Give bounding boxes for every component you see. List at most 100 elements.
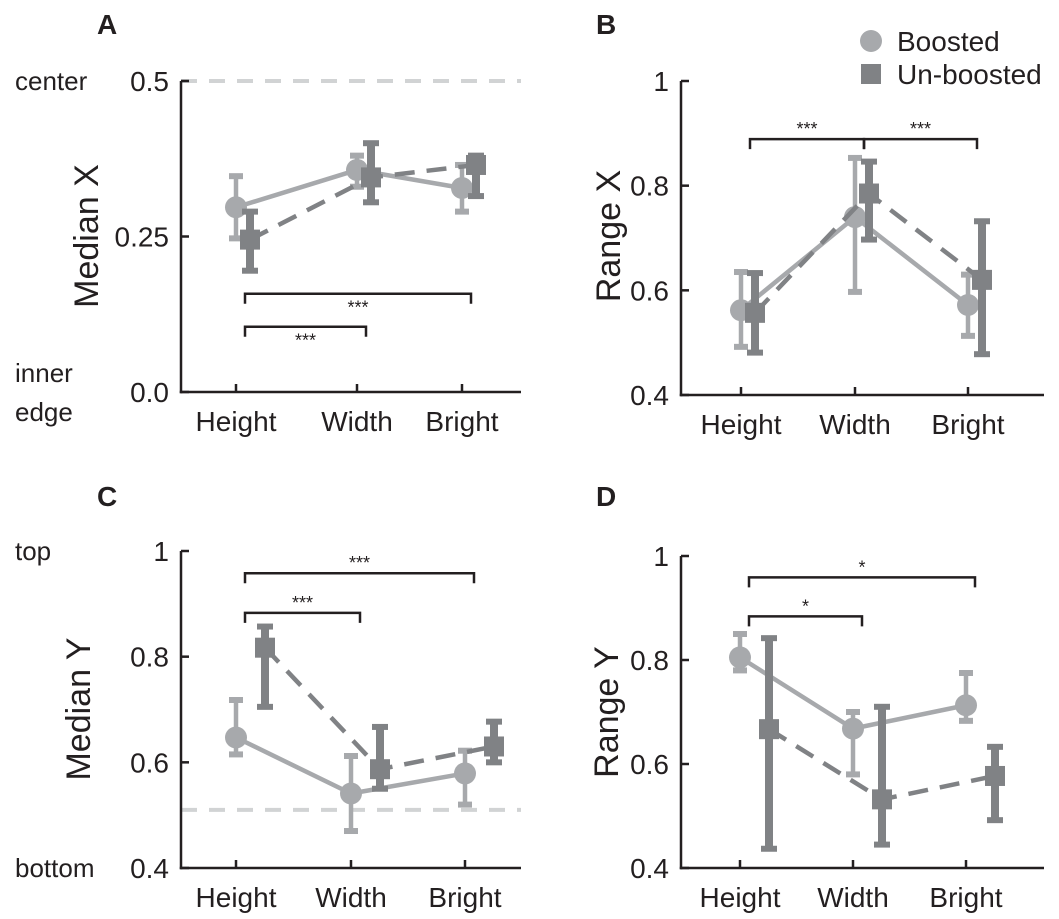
y-tick-label: 0.5	[130, 66, 169, 97]
x-tick-label: Width	[315, 882, 387, 913]
unboosted-point	[872, 789, 892, 810]
unboosted-point	[859, 183, 879, 204]
significance-bracket: ***	[862, 119, 979, 150]
significance-label: *	[802, 596, 809, 616]
bracket-line	[243, 292, 473, 304]
panel-letter: A	[97, 9, 117, 40]
bracket-line	[748, 137, 866, 150]
bracket-line	[862, 137, 979, 150]
x-tick-label: Bright	[428, 882, 501, 913]
unboosted-point	[759, 719, 779, 740]
y-tick-label: 0.8	[630, 645, 669, 676]
significance-label: ***	[295, 331, 316, 351]
bracket-line	[243, 611, 362, 623]
unboosted-point	[466, 154, 486, 175]
y-tick-label: 0.4	[630, 380, 669, 411]
x-tick-label: Width	[819, 409, 891, 440]
x-tick-label: Bright	[425, 406, 498, 437]
panel-letter: B	[596, 9, 616, 40]
significance-label: ***	[292, 593, 313, 613]
side-label-top: top	[15, 536, 51, 566]
legend-unboosted-marker	[861, 64, 881, 84]
y-tick-label: 1	[153, 536, 169, 567]
boosted-point	[729, 646, 751, 669]
bracket-line	[243, 325, 368, 337]
series-boosted	[730, 154, 979, 350]
boosted-point	[225, 726, 247, 749]
x-tick-label: Width	[817, 882, 889, 913]
x-tick-label: Height	[196, 882, 277, 913]
series-unboosted	[745, 158, 992, 358]
x-tick-label: Bright	[931, 409, 1004, 440]
bracket-line	[747, 576, 977, 588]
y-tick-label: 0.4	[130, 853, 169, 884]
significance-label: ***	[796, 119, 817, 139]
unboosted-point	[484, 736, 504, 757]
boosted-point	[451, 176, 473, 199]
panel-d: D 0.4 0.6 0.8 1 Height Width Bright Range Y * *	[588, 481, 1044, 913]
significance-bracket: ***	[243, 292, 473, 318]
significance-label: *	[858, 557, 865, 577]
significance-label: ***	[347, 298, 368, 318]
y-tick-label: 0.6	[130, 747, 169, 778]
x-tick-label: Height	[700, 882, 781, 913]
unboosted-point	[240, 229, 260, 250]
unboosted-point	[361, 167, 381, 188]
y-tick-label: 0.4	[630, 853, 669, 884]
significance-label: ***	[910, 119, 931, 139]
y-tick-label: 1	[653, 66, 669, 97]
unboosted-point	[745, 302, 765, 323]
significance-bracket: ***	[243, 553, 476, 584]
series-unboosted	[255, 623, 504, 792]
x-tick-label: Height	[196, 406, 277, 437]
side-label-bottom-line2: edge	[15, 397, 73, 427]
y-tick-label: 0.6	[630, 275, 669, 306]
series-unboosted	[759, 635, 1005, 852]
x-tick-label: Height	[701, 409, 782, 440]
y-tick-label: 0.25	[115, 222, 170, 253]
unboosted-point	[255, 637, 275, 658]
side-label-bottom: bottom	[15, 853, 95, 883]
significance-label: ***	[349, 553, 370, 573]
unboosted-point	[370, 759, 390, 780]
panel-letter: C	[97, 481, 117, 512]
boosted-point	[340, 782, 362, 805]
series-boosted	[729, 631, 977, 778]
y-tick-label: 0.6	[630, 749, 669, 780]
boosted-point	[957, 293, 979, 316]
boosted-point	[842, 717, 864, 740]
boosted-point	[955, 694, 977, 717]
unboosted-point	[985, 765, 1005, 786]
significance-bracket: ***	[748, 119, 866, 150]
x-tick-label: Width	[321, 406, 393, 437]
y-tick-label: 0.8	[630, 171, 669, 202]
boosted-point	[454, 762, 476, 785]
y-axis-title: Range Y	[588, 646, 626, 778]
legend-boosted-marker	[860, 30, 882, 52]
series-unboosted	[240, 140, 486, 274]
side-label-bottom-line1: inner	[15, 358, 73, 388]
y-axis-title: Median X	[68, 164, 106, 308]
bracket-line	[747, 615, 864, 627]
x-tick-label: Bright	[929, 882, 1002, 913]
legend-boosted-label: Boosted	[897, 26, 1000, 57]
unboosted-point	[972, 269, 992, 290]
y-tick-label: 1	[653, 541, 669, 572]
significance-bracket: ***	[243, 325, 368, 351]
panel-c: C 0.4 0.6 0.8 1 Height Width Bright Median Y top b…	[15, 481, 521, 913]
legend-unboosted-label: Un-boosted	[897, 59, 1042, 90]
panel-b: B 0.4 0.6 0.8 1 Height Width Bright Range X *** **…	[590, 9, 1044, 440]
significance-bracket: ***	[243, 593, 362, 623]
y-axis-title: Range X	[590, 170, 628, 302]
bracket-line	[243, 571, 476, 584]
legend: Boosted Un-boosted	[860, 26, 1042, 90]
panel-letter: D	[596, 481, 616, 512]
significance-bracket: *	[747, 596, 864, 627]
boosted-point	[225, 196, 247, 219]
y-axis-title: Median Y	[60, 637, 98, 780]
significance-bracket: *	[747, 557, 977, 588]
panel-a: A 0.0 0.25 0.5 Height Width Bright Median X cent…	[15, 9, 521, 437]
side-label-top: center	[15, 66, 88, 96]
y-tick-label: 0.8	[130, 642, 169, 673]
